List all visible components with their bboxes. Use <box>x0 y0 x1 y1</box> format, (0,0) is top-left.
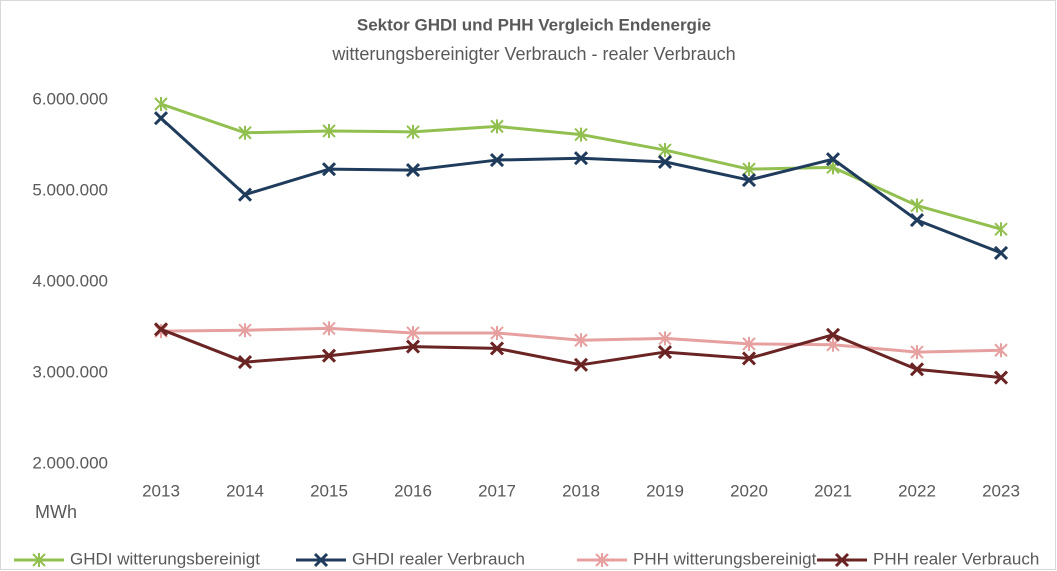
legend-label: GHDI witterungsbereinigt <box>70 549 260 568</box>
marker <box>406 124 420 139</box>
x-tick-label: 2017 <box>478 481 516 500</box>
marker <box>573 357 589 372</box>
x-tick-label: 2023 <box>982 481 1020 500</box>
marker <box>825 152 841 167</box>
marker <box>595 553 609 567</box>
legend-label: PHH witterungsbereinigt <box>633 549 817 568</box>
x-tick-label: 2018 <box>562 481 600 500</box>
marker <box>490 119 504 134</box>
y-axis-label: MWh <box>35 502 77 522</box>
marker <box>490 325 504 340</box>
y-tick-label: 3.000.000 <box>32 362 108 381</box>
marker <box>742 336 756 351</box>
marker <box>238 125 252 140</box>
marker <box>574 127 588 142</box>
y-tick-label: 2.000.000 <box>32 453 108 472</box>
marker <box>32 553 46 567</box>
marker <box>573 151 589 166</box>
marker <box>657 154 673 169</box>
marker <box>994 222 1008 237</box>
marker <box>741 173 757 188</box>
y-tick-label: 5.000.000 <box>32 180 108 199</box>
marker <box>574 333 588 348</box>
marker <box>658 143 672 158</box>
marker <box>993 245 1009 260</box>
legend-label: GHDI realer Verbrauch <box>352 549 525 568</box>
marker <box>825 327 841 342</box>
marker <box>993 370 1009 385</box>
marker <box>321 162 337 177</box>
chart-subtitle: witterungsbereinigter Verbrauch - realer… <box>331 44 735 64</box>
marker <box>909 362 925 377</box>
x-tick-label: 2015 <box>310 481 348 500</box>
marker <box>153 111 169 126</box>
marker <box>238 323 252 338</box>
marker <box>313 552 329 568</box>
marker <box>321 348 337 363</box>
marker <box>322 321 336 336</box>
marker <box>489 152 505 168</box>
x-tick-label: 2022 <box>898 481 936 500</box>
marker <box>910 345 924 360</box>
x-tick-label: 2021 <box>814 481 852 500</box>
marker <box>405 163 421 178</box>
marker <box>994 343 1008 358</box>
marker <box>322 123 336 138</box>
marker <box>910 198 924 213</box>
marker <box>237 187 253 202</box>
x-tick-label: 2014 <box>226 481 264 500</box>
x-tick-label: 2020 <box>730 481 768 500</box>
marker <box>153 322 169 337</box>
marker <box>657 345 673 360</box>
marker <box>489 341 505 356</box>
chart-title: Sektor GHDI und PHH Vergleich Endenergie <box>357 15 711 34</box>
y-tick-label: 4.000.000 <box>32 271 108 290</box>
marker <box>742 162 756 177</box>
x-tick-label: 2019 <box>646 481 684 500</box>
marker <box>154 97 168 112</box>
marker <box>237 355 253 370</box>
marker <box>406 325 420 340</box>
legend-label: PHH realer Verbrauch <box>873 549 1039 568</box>
x-tick-label: 2013 <box>142 481 180 500</box>
x-tick-label: 2016 <box>394 481 432 500</box>
marker <box>909 213 925 228</box>
marker <box>658 331 672 346</box>
marker <box>834 552 850 568</box>
marker <box>405 339 421 354</box>
y-tick-label: 6.000.000 <box>32 89 108 108</box>
marker <box>741 351 757 366</box>
